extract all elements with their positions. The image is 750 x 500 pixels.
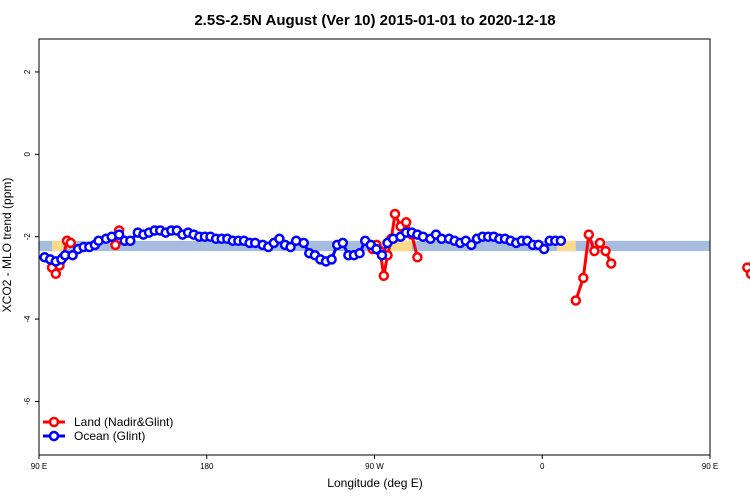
land-point-11 xyxy=(378,270,390,282)
y-tick-label-2: -2 xyxy=(23,233,32,241)
y-tick-label-0: 2 xyxy=(23,69,32,74)
land-band-2 xyxy=(557,240,576,252)
ocean-point-59 xyxy=(376,249,388,261)
legend: Land (Nadir&Glint) Ocean (Glint) xyxy=(43,415,173,443)
x-axis: 90 E 180 90 W 0 90 E xyxy=(31,455,718,471)
ocean-point-43 xyxy=(285,241,296,253)
chart-title: 2.5S-2.5N August (Ver 10) 2015-01-01 to … xyxy=(194,12,555,29)
ocean-point-87 xyxy=(538,243,550,255)
land-point-23 xyxy=(594,237,606,249)
y-tick-label-4: -6 xyxy=(23,397,32,405)
y-tick-label-1: 0 xyxy=(23,152,32,157)
y-axis-label: XCO2 - MLO trend (ppm) xyxy=(0,178,14,313)
plot-area xyxy=(39,208,750,306)
ocean-point-74 xyxy=(466,239,477,251)
ocean-point-52 xyxy=(337,237,349,249)
ocean-point-13 xyxy=(113,229,125,240)
x-axis-label: Longitude (deg E) xyxy=(327,476,422,490)
y-tick-label-3: -4 xyxy=(23,315,32,323)
ocean-point-15 xyxy=(125,235,136,247)
ocean-point-5 xyxy=(67,249,78,261)
land-point-22 xyxy=(589,245,600,257)
x-tick-label-3: 0 xyxy=(540,462,545,471)
land-point-6 xyxy=(110,239,121,251)
land-band-1 xyxy=(376,240,412,252)
ocean-point-58 xyxy=(371,243,382,255)
land-point-5 xyxy=(65,237,76,249)
land-point-21 xyxy=(583,229,595,240)
x-tick-label-4: 90 E xyxy=(702,462,718,471)
ocean-point-50 xyxy=(326,254,337,265)
land-point-24 xyxy=(600,245,611,257)
land-point-27 xyxy=(745,268,750,279)
legend-ocean-label: Ocean (Glint) xyxy=(74,429,145,443)
y-axis: 2 0 -2 -4 -6 xyxy=(23,69,39,405)
land-point-19 xyxy=(570,295,582,306)
legend-land-label: Land (Nadir&Glint) xyxy=(74,415,173,429)
ocean-point-41 xyxy=(274,233,285,245)
land-point-20 xyxy=(578,272,589,284)
ocean-point-45 xyxy=(298,237,309,249)
land-band-0 xyxy=(52,240,64,252)
legend-land-marker xyxy=(48,416,60,428)
legend-ocean-marker xyxy=(48,430,60,442)
x-tick-label-0: 90 E xyxy=(31,462,47,471)
land-point-14 xyxy=(389,208,401,220)
x-tick-label-1: 180 xyxy=(200,462,214,471)
land-point-1 xyxy=(50,268,62,280)
ocean-point-90 xyxy=(555,235,567,247)
land-point-18 xyxy=(412,252,423,263)
land-point-25 xyxy=(605,258,617,269)
x-tick-label-2: 90 W xyxy=(365,462,384,471)
ocean-point-55 xyxy=(354,247,365,259)
land-point-16 xyxy=(400,217,412,228)
